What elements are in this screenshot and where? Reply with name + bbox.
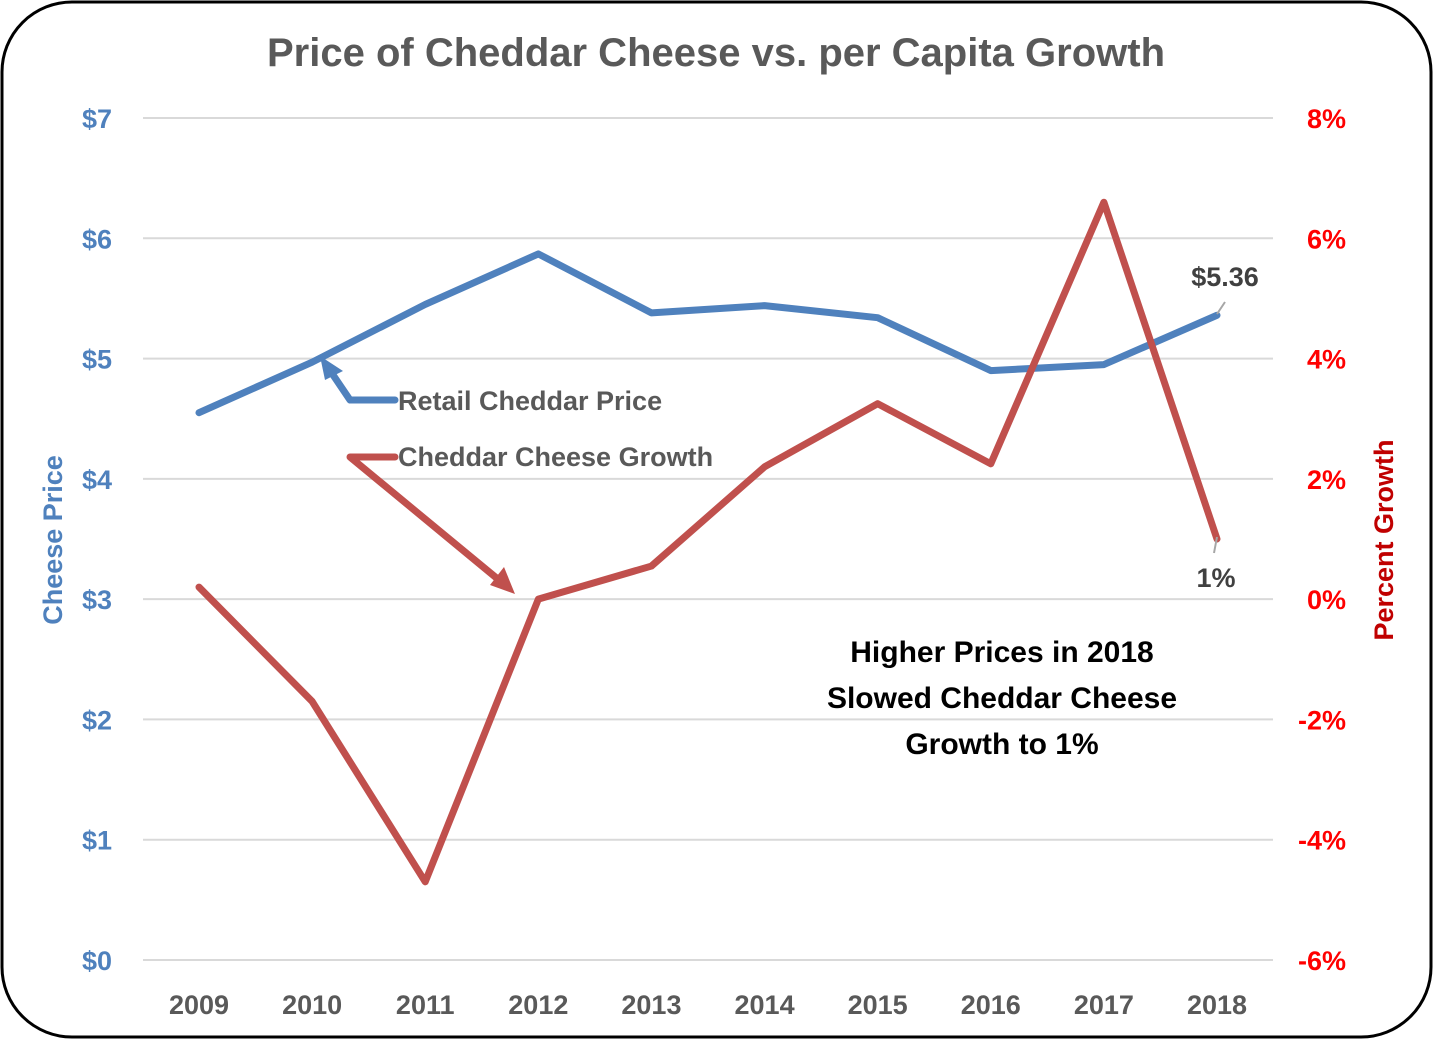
y-left-tick-label: $3 [82, 585, 112, 615]
x-tick-label: 2011 [396, 990, 455, 1020]
chart-title: Price of Cheddar Cheese vs. per Capita G… [267, 31, 1165, 75]
growth-arrowhead [490, 567, 515, 594]
annotation-line-3: Growth to 1% [905, 728, 1098, 761]
y-left-tick-label: $0 [82, 946, 112, 976]
growth-legend-arrow [346, 453, 509, 589]
x-tick-label: 2017 [1074, 990, 1134, 1020]
y-right-tick-label: -2% [1298, 705, 1346, 735]
y-left-tick-label: $6 [82, 224, 112, 254]
y-left-tick-label: $7 [82, 104, 112, 134]
y-right-label: Percent Growth [1369, 439, 1399, 640]
data-label-growth-2018: 1% [1196, 563, 1235, 593]
y-right-tick-label: 6% [1307, 224, 1346, 254]
legend-arrows [320, 356, 515, 594]
data-label-price-2018: $5.36 [1191, 262, 1259, 292]
series-line-cheddar-cheese-growth [195, 198, 1221, 886]
annotation-line-1: Higher Prices in 2018 [850, 636, 1154, 669]
y-right-tick-label: -6% [1298, 946, 1346, 976]
x-tick-label: 2014 [735, 990, 795, 1020]
x-tick-label: 2009 [169, 990, 229, 1020]
price-label-leader [1216, 301, 1226, 315]
y-right-tick-label: 8% [1307, 104, 1346, 134]
growth-label-leader [1213, 536, 1218, 554]
legend-growth: Cheddar Cheese Growth [398, 442, 713, 472]
annotation-line-2: Slowed Cheddar Cheese [827, 682, 1177, 715]
y-left-label: Cheese Price [38, 455, 68, 625]
x-tick-label: 2013 [621, 990, 681, 1020]
y-left-tick-label: $4 [82, 465, 112, 495]
y-left-tick-label: $1 [82, 826, 112, 856]
x-tick-label: 2012 [508, 990, 568, 1020]
x-tick-label: 2016 [961, 990, 1021, 1020]
x-tick-label: 2018 [1187, 990, 1247, 1020]
price-arrowhead [320, 356, 343, 380]
y-right-tick-label: 2% [1307, 465, 1346, 495]
y-right-tick-label: 4% [1307, 345, 1346, 375]
y-right-tick-label: -4% [1298, 826, 1346, 856]
price-legend-arrow [323, 362, 399, 404]
x-tick-label: 2015 [848, 990, 908, 1020]
y-left-tick-label: $2 [82, 705, 112, 735]
y-right-tick-label: 0% [1307, 585, 1346, 615]
legend-price: Retail Cheddar Price [398, 386, 662, 416]
series-line-retail-cheddar-price [195, 250, 1221, 417]
y-left-tick-label: $5 [82, 345, 112, 375]
x-tick-label: 2010 [282, 990, 342, 1020]
